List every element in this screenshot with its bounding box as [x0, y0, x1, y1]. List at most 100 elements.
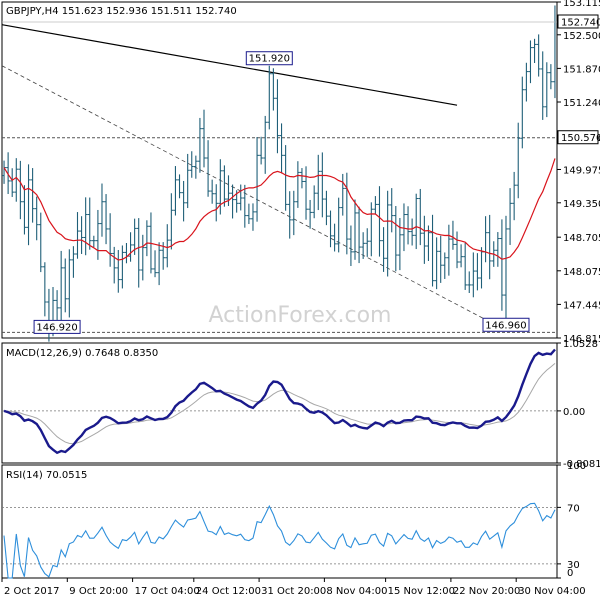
price-candle [348, 225, 353, 267]
macd-title: MACD(12,26,9) 0.7648 0.8350 [6, 348, 158, 359]
price-candle [369, 202, 374, 257]
price-candle [263, 115, 268, 174]
price-ytick-label: 152.500 [563, 31, 600, 42]
price-candle [475, 253, 480, 291]
current-price-marker: 152.740 [557, 14, 600, 29]
price-candle [308, 199, 313, 229]
price-candle [536, 34, 541, 77]
price-candle [120, 245, 125, 289]
price-candle [316, 154, 321, 211]
price-candle [540, 51, 545, 120]
price-candle [157, 242, 162, 286]
price-ytick-label: 148.705 [563, 233, 600, 244]
price-candle [144, 220, 149, 257]
price-candle [361, 232, 366, 259]
price-candle [471, 252, 476, 298]
price-candle [246, 203, 251, 225]
price-candle [332, 223, 337, 252]
annotation-box [482, 317, 530, 332]
price-candle [520, 76, 525, 149]
price-candle [22, 185, 27, 235]
level-price-marker-text: 150.570 [561, 133, 600, 144]
price-candle [524, 62, 529, 102]
price-candle [128, 232, 133, 262]
price-candle [18, 160, 23, 220]
price-candle [499, 219, 504, 311]
price-candle [365, 228, 370, 257]
price-candle [434, 237, 439, 290]
price-candle [193, 155, 198, 179]
price-candle [63, 258, 68, 313]
price-candle [516, 122, 521, 199]
price-candle [250, 203, 255, 231]
price-candle [291, 190, 296, 236]
price-candle [422, 215, 427, 264]
time-tick-label: 24 Oct 12:00 [196, 586, 261, 597]
rsi-title: RSI(14) 70.0515 [6, 470, 87, 481]
price-candle [38, 212, 43, 273]
price-candle [340, 173, 345, 216]
price-candle [304, 166, 309, 220]
price-candle [548, 64, 553, 90]
price-candle [206, 140, 211, 197]
price-candle [10, 168, 15, 197]
price-candle [271, 68, 276, 111]
annotation-label: 146.960 [485, 320, 526, 331]
rsi-frame [1, 464, 558, 579]
price-candle [352, 199, 357, 260]
rsi-ytick-label: 0 [567, 568, 573, 579]
price-candle [26, 164, 31, 246]
price-candle [67, 249, 72, 318]
price-candle [459, 244, 464, 268]
price-candle [14, 158, 19, 202]
price-candle [393, 206, 398, 272]
price-candle [279, 123, 284, 174]
price-candle [242, 184, 247, 228]
annotation-box [245, 51, 293, 66]
price-candle [214, 184, 219, 222]
price-candle [6, 152, 11, 194]
price-candle [299, 168, 304, 189]
price-candle [34, 196, 39, 241]
rsi-ytick-label: 30 [567, 560, 580, 571]
price-candle [173, 166, 178, 216]
price-candle [450, 220, 455, 250]
price-ytick-label: 151.870 [563, 64, 600, 75]
price-ytick-label: 151.240 [563, 98, 600, 109]
price-candle [381, 227, 386, 272]
macd-ytick-label: 1.0528 [563, 339, 598, 350]
price-candle [544, 62, 549, 118]
rsi-ytick-label: 100 [567, 461, 586, 472]
price-candle [104, 194, 109, 245]
price-candle [116, 249, 121, 293]
time-tick-label: 22 Nov 20:00 [453, 586, 520, 597]
price-candle [169, 193, 174, 250]
macd-panel: MACD(12,26,9) 0.7648 0.8350 1.0528 0.00 -0.… [1, 339, 600, 470]
time-tick-label: 8 Nov 04:00 [326, 586, 387, 597]
price-candle [324, 190, 329, 226]
price-candle [181, 180, 186, 222]
price-candle [140, 234, 145, 281]
price-candle [463, 242, 468, 290]
dashed-trendline [1, 65, 507, 331]
price-candle [320, 152, 325, 218]
price-candle [91, 235, 96, 248]
current-price-marker-text: 152.740 [561, 18, 600, 29]
price-candle [185, 153, 190, 209]
price-candle [487, 214, 492, 280]
price-panel: GBPJPY,H4 151.623 152.936 151.511 152.74… [1, 0, 600, 345]
price-annotation: 151.920 [245, 51, 293, 66]
time-tick-label: 17 Oct 04:00 [135, 586, 200, 597]
macd-ytick-label: 0.00 [563, 407, 585, 418]
price-candle [312, 185, 317, 219]
price-candle [328, 210, 333, 248]
price-candle [222, 165, 227, 207]
price-candle [532, 38, 537, 64]
time-tick-label: 9 Oct 20:00 [69, 586, 128, 597]
moving-average-line [3, 158, 556, 261]
macd-ytick-label: -0.8081 [563, 459, 600, 470]
price-candle [112, 246, 117, 284]
rsi-ytick-label: 70 [567, 503, 580, 514]
price-candle [267, 65, 272, 130]
